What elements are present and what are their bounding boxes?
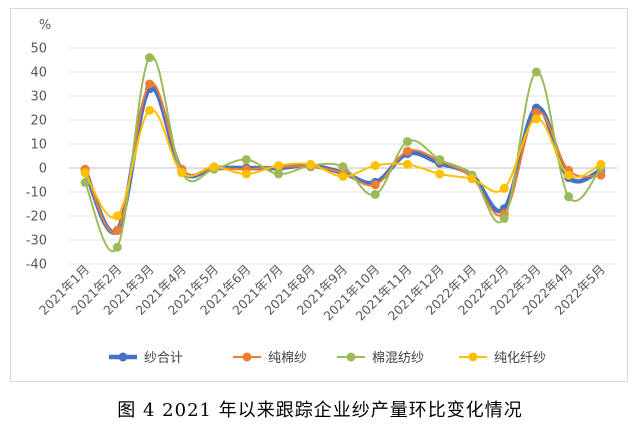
y-tick-label: 30	[30, 90, 47, 105]
data-point	[112, 242, 122, 252]
data-point	[145, 105, 155, 115]
legend-item: 棉混纺纱	[337, 351, 424, 366]
series-4	[80, 105, 606, 221]
data-point	[596, 159, 606, 169]
data-point	[435, 169, 445, 179]
data-point	[145, 53, 155, 63]
y-tick-label: -40	[26, 258, 47, 273]
figure-caption: 图 4 2021 年以来跟踪企业纱产量环比变化情况	[117, 400, 523, 421]
data-point	[145, 79, 155, 89]
series-1	[80, 84, 606, 235]
chart-frame: -40 -30 -20 -10 0 10 20 30 40 50 % 2021年1月 2021年2月…	[10, 8, 628, 382]
data-point	[370, 189, 380, 199]
legend-marker	[118, 352, 128, 362]
data-point	[370, 180, 380, 190]
data-point	[241, 169, 251, 179]
data-point	[306, 159, 316, 169]
data-point	[241, 155, 251, 165]
legend-label: 棉混纺纱	[372, 351, 424, 366]
legend-item: 纱合计	[109, 351, 183, 366]
data-point	[338, 162, 348, 172]
x-axis-tick-labels: 2021年1月2021年2月2021年3月2021年4月2021年5月2021年…	[36, 262, 608, 324]
data-point	[80, 168, 90, 178]
legend-marker	[242, 352, 252, 362]
data-point	[435, 155, 445, 165]
data-point	[370, 161, 380, 171]
data-point	[499, 213, 509, 223]
data-point	[338, 171, 348, 181]
data-point	[80, 177, 90, 187]
data-point	[402, 137, 412, 147]
data-point	[596, 170, 606, 180]
legend-item: 纯棉纱	[233, 351, 307, 366]
data-point	[564, 192, 574, 202]
y-axis-unit-label: %	[39, 18, 51, 33]
y-tick-label: -30	[26, 234, 47, 249]
legend-marker	[468, 352, 478, 362]
data-point	[274, 161, 284, 171]
series-line	[84, 82, 602, 234]
legend-label: 纯化纤纱	[494, 351, 546, 366]
y-axis-tick-labels: -40 -30 -20 -10 0 10 20 30 40 50	[26, 42, 47, 273]
data-point	[112, 225, 122, 235]
y-tick-label: -10	[26, 186, 47, 201]
data-point	[112, 211, 122, 221]
y-tick-label: 10	[30, 138, 47, 153]
legend-label: 纱合计	[144, 351, 183, 366]
legend-label: 纯棉纱	[268, 351, 307, 366]
series-3	[80, 53, 606, 253]
y-tick-label: -20	[26, 210, 47, 225]
series-line	[83, 85, 602, 235]
y-tick-label: 0	[39, 162, 47, 177]
data-point	[531, 67, 541, 77]
y-tick-label: 50	[30, 42, 47, 57]
y-tick-label: 40	[30, 66, 47, 81]
legend: 纱合计 纯棉纱 棉混纺纱 纯化纤纱	[109, 351, 546, 366]
data-point	[467, 174, 477, 184]
data-point	[402, 146, 412, 156]
data-point	[564, 170, 574, 180]
data-point	[177, 168, 187, 178]
line-chart: -40 -30 -20 -10 0 10 20 30 40 50 % 2021年1月2021年2月…	[26, 18, 617, 366]
series-lines	[80, 53, 606, 253]
series-line	[84, 55, 602, 253]
legend-item: 纯化纤纱	[459, 351, 546, 366]
legend-marker	[346, 352, 356, 362]
data-point	[499, 183, 509, 193]
data-point	[209, 162, 219, 172]
data-point	[274, 169, 284, 179]
y-tick-label: 20	[30, 114, 47, 129]
data-point	[531, 114, 541, 124]
data-point	[402, 159, 412, 169]
